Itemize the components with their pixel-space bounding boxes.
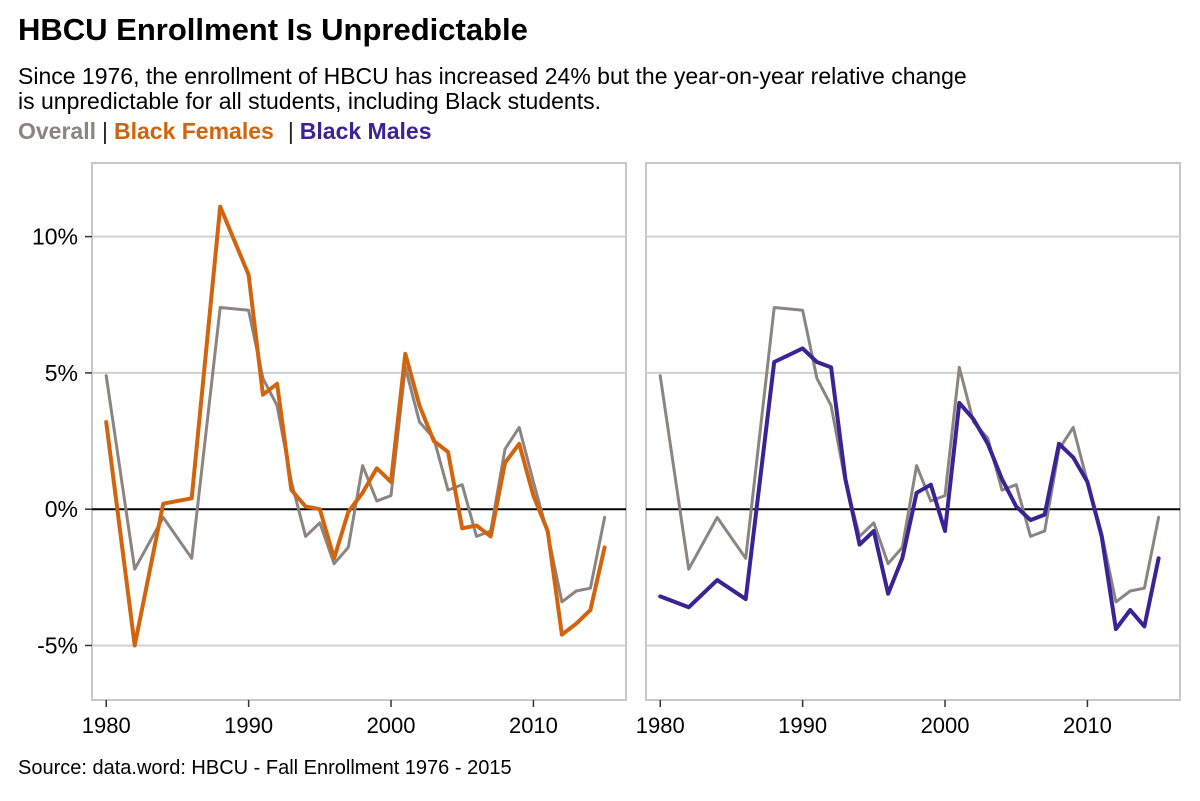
x-tick-label: 1990 (224, 713, 273, 738)
x-tick-label: 2010 (509, 713, 558, 738)
x-tick-label: 1980 (82, 713, 131, 738)
legend-item-overall: Overall (18, 118, 96, 144)
panel-frame (91, 162, 627, 701)
series-line-overall (658, 306, 1161, 604)
chart-panel-left: 1980 1990 2000 2010 -5% 0% 5% 10% (32, 162, 627, 738)
panel-frame (645, 162, 1181, 701)
x-tick-label: 2000 (367, 713, 416, 738)
chart-subtitle: Since 1976, the enrollment of HBCU has i… (18, 63, 967, 114)
chart-panel-right: 1980 1990 2000 2010 (636, 162, 1181, 738)
series-line-black-females (104, 204, 607, 648)
source-note: Source: data.word: HBCU - Fall Enrollmen… (18, 757, 512, 779)
x-tick-label: 2000 (921, 713, 970, 738)
line-chart-panels: 1980 1990 2000 2010 -5% 0% 5% 10% 1980 1990 2000 20… (32, 162, 1181, 738)
series-line-black-males (658, 346, 1161, 632)
legend-separator: | (287, 118, 294, 144)
y-tick-label: -5% (37, 632, 78, 658)
y-tick-label: 5% (45, 360, 78, 386)
chart-title: HBCU Enrollment Is Unpredictable (18, 12, 528, 47)
legend-separator: | (102, 118, 108, 144)
x-tick-label: 2010 (1063, 713, 1112, 738)
series-line-overall (104, 306, 607, 604)
x-tick-label: 1980 (636, 713, 685, 738)
y-tick-label: 10% (32, 224, 78, 250)
legend: Overall | Black Females | Black Males (18, 118, 432, 145)
legend-item-black-males: Black Males (299, 118, 432, 144)
legend-item-black-females: Black Females (113, 118, 274, 144)
y-tick-label: 0% (45, 496, 78, 522)
x-tick-label: 1990 (778, 713, 827, 738)
